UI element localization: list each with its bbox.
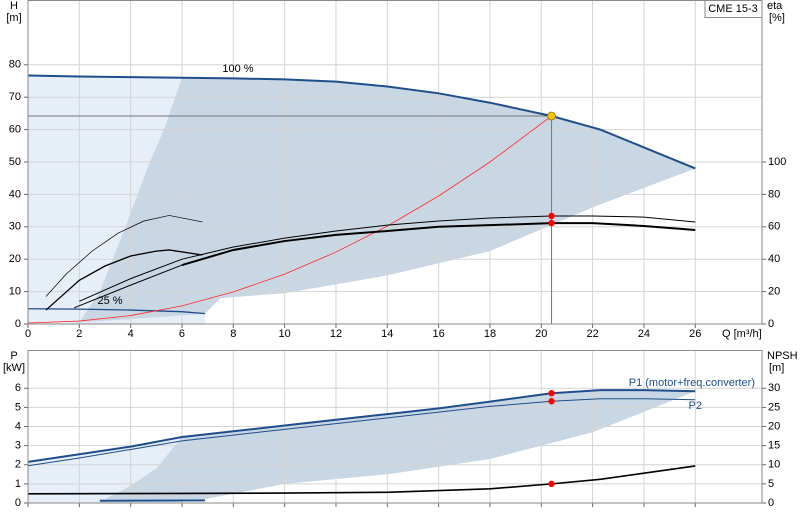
- y-tick-label: 30: [9, 221, 21, 233]
- y-axis-unit: [m]: [6, 12, 21, 24]
- operating-point: [548, 212, 555, 220]
- x-tick-label: 22: [586, 328, 598, 340]
- curve: [27, 308, 206, 315]
- x-tick-label: 26: [689, 328, 701, 340]
- y-tick-label: 6: [15, 382, 21, 394]
- curve: [27, 465, 696, 495]
- y2-axis-label: NPSH: [767, 350, 798, 362]
- y2-tick-label: 60: [768, 221, 780, 233]
- x-tick-label: 16: [433, 328, 445, 340]
- operating-point: [548, 219, 555, 227]
- operating-area: [104, 390, 696, 500]
- y-tick-label: 3: [15, 440, 21, 452]
- curve: [74, 264, 183, 309]
- x-tick-label: 0: [25, 328, 31, 340]
- plot-frame: [27, 0, 763, 325]
- series-label: 25 %: [97, 295, 122, 307]
- x-tick-label: 4: [128, 328, 134, 340]
- curve: [79, 215, 696, 302]
- y-tick-label: 60: [9, 124, 21, 136]
- x-axis-label: Q [m³/h]: [722, 328, 762, 340]
- y2-tick-label: 0: [768, 318, 774, 330]
- y2-tick-label: 10: [768, 459, 780, 471]
- x-tick-label: 10: [279, 328, 291, 340]
- y-tick-label: 4: [15, 420, 21, 432]
- y2-tick-label: 100: [768, 156, 786, 168]
- y2-axis-unit: [%]: [769, 12, 785, 24]
- y-axis-unit: [kW]: [3, 362, 25, 374]
- series-label: 100 %: [222, 63, 253, 75]
- series-label: P1 (motor+freq.converter): [629, 377, 755, 389]
- pump-label: CME 15-3: [708, 3, 758, 15]
- plot-frame: [27, 350, 763, 504]
- x-tick-label: 14: [381, 328, 393, 340]
- y2-tick-label: 30: [768, 382, 780, 394]
- pump-label-box: [704, 0, 763, 18]
- x-tick-label: 8: [230, 328, 236, 340]
- y2-axis-label: eta: [767, 0, 783, 12]
- y2-tick-label: 80: [768, 188, 780, 200]
- y-tick-label: 50: [9, 156, 21, 168]
- curve: [27, 115, 552, 324]
- y2-tick-label: 25: [768, 401, 780, 413]
- y-tick-label: 80: [9, 59, 21, 71]
- curve: [45, 249, 203, 311]
- operating-point: [547, 111, 556, 121]
- y-tick-label: 1: [15, 478, 21, 490]
- y-tick-label: 10: [9, 286, 21, 298]
- y2-tick-label: 5: [768, 478, 774, 490]
- y-tick-label: 2: [15, 459, 21, 471]
- x-tick-label: 20: [535, 328, 547, 340]
- y2-tick-label: 0: [768, 497, 774, 509]
- y2-tick-label: 20: [768, 420, 780, 432]
- y-tick-label: 20: [9, 253, 21, 265]
- x-tick-label: 18: [484, 328, 496, 340]
- operating-point: [548, 390, 555, 397]
- curve: [45, 215, 203, 297]
- y-tick-label: 0: [15, 318, 21, 330]
- x-tick-label: 24: [638, 328, 650, 340]
- y-axis-label: P: [10, 350, 17, 362]
- curve: [27, 389, 696, 463]
- x-tick-label: 12: [330, 328, 342, 340]
- curve: [27, 74, 696, 170]
- x-tick-label: 6: [179, 328, 185, 340]
- y2-tick-label: 15: [768, 440, 780, 452]
- x-tick-label: 2: [76, 328, 82, 340]
- series-label: P2: [689, 400, 702, 412]
- operating-point: [548, 398, 555, 405]
- y-tick-label: 5: [15, 401, 21, 413]
- y-tick-label: 70: [9, 91, 21, 103]
- y-tick-label: 40: [9, 188, 21, 200]
- curve: [181, 222, 696, 266]
- operating-point: [548, 480, 555, 488]
- y2-tick-label: 20: [768, 286, 780, 298]
- y-axis-label: H: [10, 0, 18, 12]
- y2-axis-unit: [m]: [769, 362, 784, 374]
- y2-tick-label: 40: [768, 253, 780, 265]
- y-tick-label: 0: [15, 497, 21, 509]
- curve: [27, 398, 696, 467]
